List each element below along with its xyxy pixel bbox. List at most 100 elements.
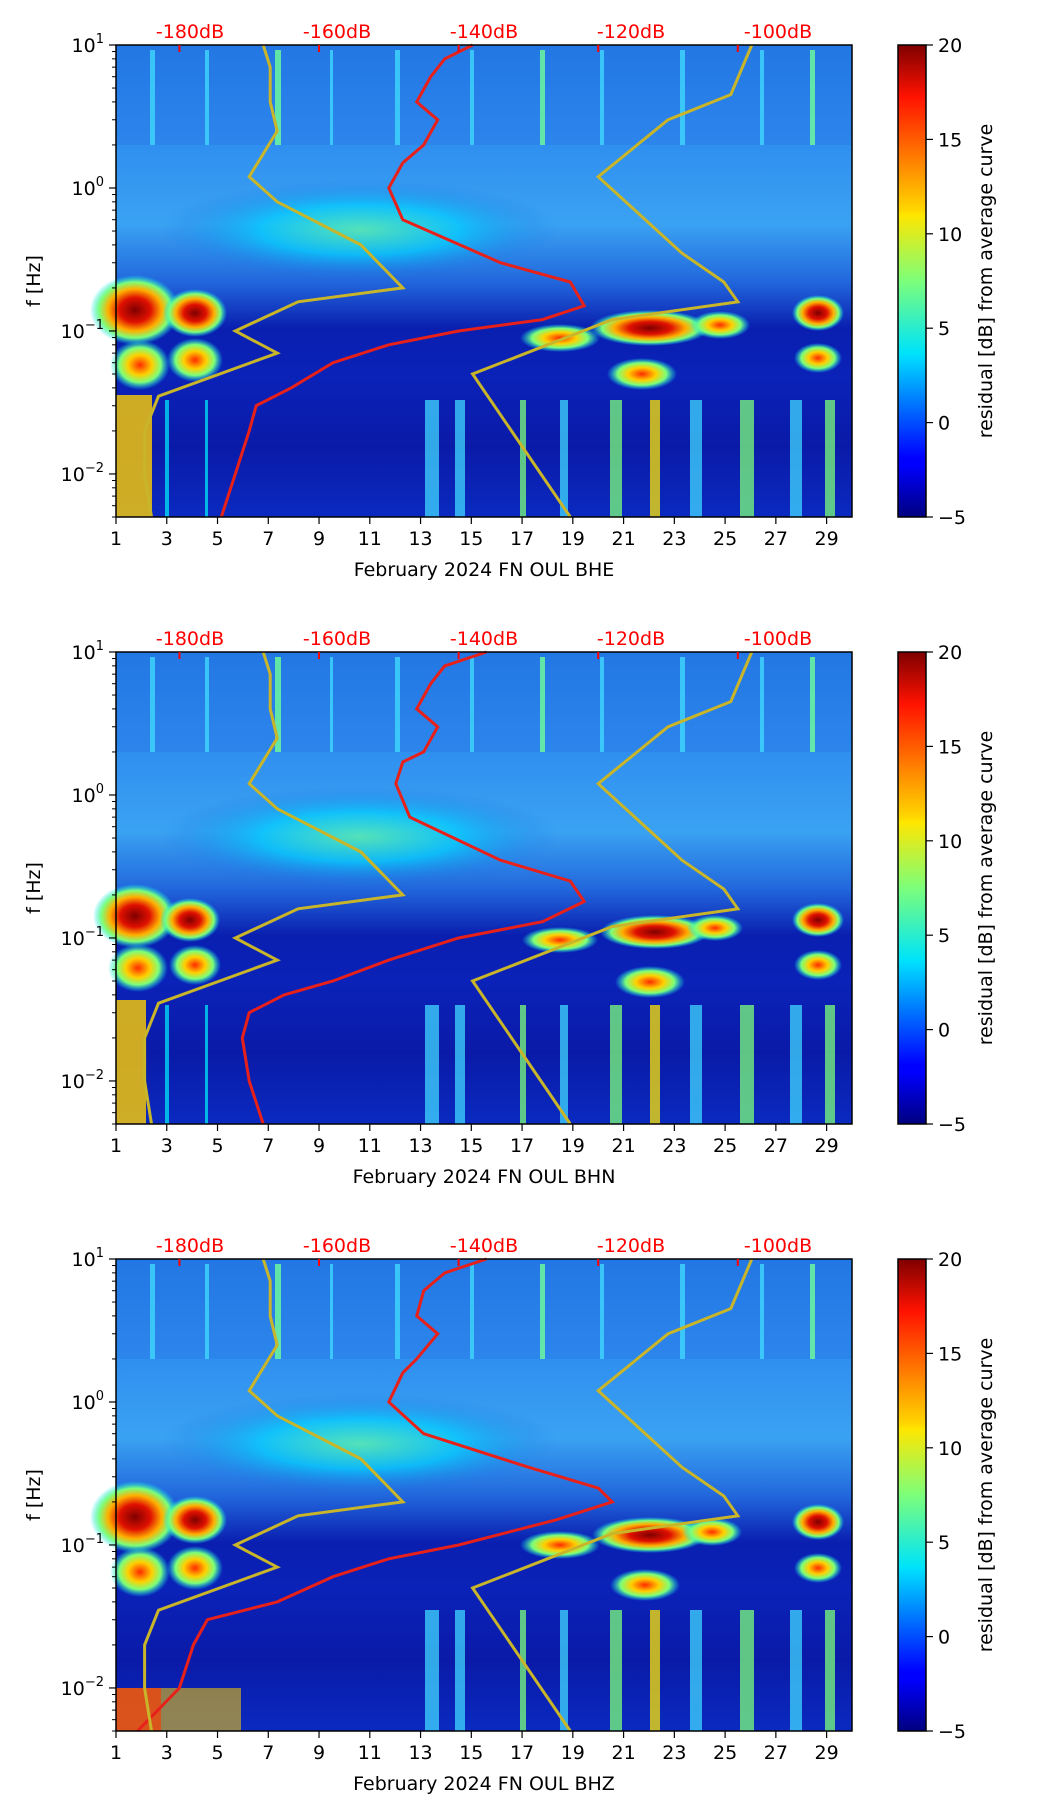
streak	[610, 1005, 622, 1124]
colorbar: 20 15 10 5 0 −5 residual [dB] from average cu…	[897, 35, 997, 529]
low-freq-streaks	[165, 400, 835, 517]
spectrogram	[90, 43, 852, 518]
x-tick-label: 29	[815, 1742, 839, 1764]
x-tick-label: 29	[815, 528, 839, 550]
x-tick-label: 15	[459, 528, 483, 550]
colorbar-tick-label: 10	[938, 224, 962, 246]
panel-bhn: -180dB -160dB -140dB -120dB -100dB	[23, 628, 997, 1188]
energy-blob	[110, 1547, 170, 1597]
colorbar-tick-label: 5	[938, 925, 950, 947]
plot-frame	[115, 44, 853, 518]
energy-blob	[522, 927, 598, 953]
energy-blob	[615, 966, 685, 998]
low-noise-model-curve	[143, 1258, 406, 1732]
striation	[150, 50, 155, 145]
streak	[610, 1610, 622, 1731]
median-psd-curve	[240, 650, 587, 1125]
x-axis: 1 3 5 7 9 11 13 15 17 19 21 23 25 27 29	[110, 517, 839, 550]
striation	[540, 50, 545, 145]
streak	[690, 1005, 702, 1124]
streak	[425, 1005, 439, 1124]
x-tick-label: 5	[211, 1135, 223, 1157]
streak	[825, 400, 835, 517]
y-tick-label: 10−2	[61, 1068, 104, 1093]
high-noise-model-curve	[470, 651, 754, 1125]
colorbar-gradient	[897, 44, 927, 518]
streak	[520, 400, 526, 517]
energy-blob	[160, 1394, 560, 1494]
striation	[150, 1264, 155, 1359]
energy-blob	[160, 180, 560, 280]
energy-blob	[110, 340, 170, 390]
striation	[205, 1264, 209, 1359]
x-tick-label: 15	[459, 1135, 483, 1157]
energy-blob	[163, 1496, 227, 1544]
streak	[560, 1005, 568, 1124]
striation	[680, 50, 685, 145]
striation	[680, 657, 685, 752]
energy-blob	[90, 275, 180, 345]
streak	[560, 1610, 568, 1731]
db-label: -180dB	[156, 628, 224, 650]
striation	[600, 1264, 604, 1359]
x-tick-label: 23	[662, 528, 686, 550]
colorbar-tick-label: −5	[938, 1721, 966, 1743]
colorbar-tick-label: 0	[938, 1020, 950, 1042]
db-label: -100dB	[744, 1235, 812, 1257]
streak	[790, 1610, 802, 1731]
colorbar-tick-label: 0	[938, 1627, 950, 1649]
x-tick-label: 23	[662, 1742, 686, 1764]
db-label: -180dB	[156, 1235, 224, 1257]
x-tick-label: 9	[313, 1742, 325, 1764]
panel-bhe: -180dB -160dB -140dB -120dB -100dB	[23, 21, 997, 581]
y-tick-label: 10−2	[61, 1675, 104, 1700]
streak	[520, 1005, 526, 1124]
colorbar-ticks: 20 15 10 5 0 −5	[926, 642, 966, 1136]
y-tick-label: 101	[72, 1246, 104, 1271]
y-tick-label: 101	[72, 639, 104, 664]
db-label: -180dB	[156, 21, 224, 43]
energy-blob	[682, 1518, 742, 1546]
colorbar-tick-label: −5	[938, 507, 966, 529]
x-axis-label: February 2024 FN OUL BHE	[354, 559, 615, 581]
y-tick-label: 100	[72, 1389, 104, 1414]
striation	[330, 1264, 333, 1359]
db-label: -160dB	[303, 628, 371, 650]
x-axis: 1 3 5 7 9 11 13 15 17 19 21 23 25 27 29	[110, 1731, 839, 1764]
low-freq-band	[116, 1688, 161, 1731]
db-label: -100dB	[744, 21, 812, 43]
x-tick-label: 27	[764, 528, 788, 550]
striation	[205, 657, 209, 752]
db-scale-labels: -180dB -160dB -140dB -120dB -100dB	[156, 628, 812, 650]
high-freq-band	[116, 652, 852, 752]
db-label: -140dB	[450, 1235, 518, 1257]
energy-blob	[690, 311, 750, 339]
striation	[330, 657, 333, 752]
x-tick-label: 17	[510, 528, 534, 550]
energy-blob	[163, 289, 227, 337]
striation	[540, 657, 545, 752]
streak	[740, 400, 754, 517]
panel-bhz: -180dB -160dB -140dB -120dB -100dB	[23, 1235, 997, 1795]
x-tick-label: 9	[313, 528, 325, 550]
y-axis-label: f [Hz]	[23, 1469, 45, 1521]
streak	[790, 1005, 802, 1124]
db-scale-labels: -180dB -160dB -140dB -120dB -100dB	[156, 1235, 812, 1257]
streak	[455, 400, 465, 517]
spectrogram	[90, 1257, 852, 1733]
striation	[810, 657, 815, 752]
striation	[760, 50, 764, 145]
x-tick-label: 3	[161, 1742, 173, 1764]
x-tick-label: 9	[313, 1135, 325, 1157]
db-label: -120dB	[597, 1235, 665, 1257]
energy-blob	[792, 295, 844, 331]
x-tick-label: 13	[408, 1135, 432, 1157]
median-psd-curve	[219, 43, 587, 518]
colorbar-tick-label: −5	[938, 1114, 966, 1136]
x-tick-label: 1	[110, 528, 122, 550]
colorbar-gradient	[897, 651, 927, 1125]
colorbar-tick-label: 15	[938, 129, 962, 151]
streak	[825, 1005, 835, 1124]
x-tick-label: 5	[211, 1742, 223, 1764]
streak	[650, 1610, 660, 1731]
